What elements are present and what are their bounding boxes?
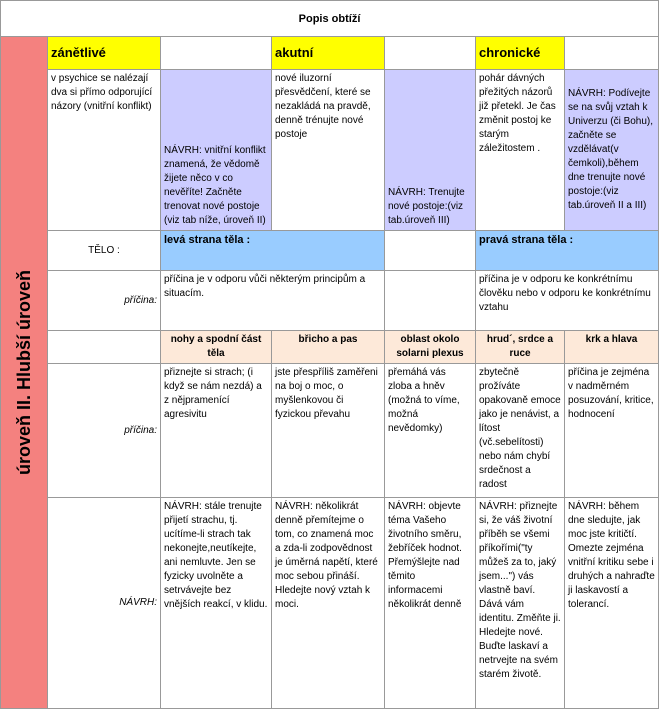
cause-cell: příčina je zejména v nadměrném posuzován… [563,363,659,498]
row-label: příčina: [47,270,161,331]
side-label-cell: úroveň II. Hlubší úroveň [0,36,48,709]
intro-cell: nové iluzorní přesvědčení, které se neza… [271,69,385,231]
header-cell: zánětlivé [47,36,161,70]
cause-cell: příčina je v odporu vůči některým princi… [160,270,385,331]
body-side: pravá strana těla : [474,230,659,271]
table-title: Popis obtíží [0,0,659,37]
row-label: TĚLO : [47,230,161,271]
empty-cell [384,270,476,331]
body-part: hrud´, srdce a ruce [475,330,565,364]
suggestion-cell: NÁVRH: přiznejte si, že váš životní příb… [475,497,565,709]
suggestion-cell: NÁVRH: stále trenujte přijetí strachu, t… [160,497,272,709]
empty-cell [384,36,476,70]
header-cell: akutní [271,36,385,70]
empty-cell [47,330,161,364]
side-label: úroveň II. Hlubší úroveň [14,269,34,476]
body-part: krk a hlava [563,330,659,364]
cause-cell: přiznejte si strach; (i když se nám nezd… [160,363,272,498]
intro-cell: pohár dávných přežitých názorů již přete… [475,69,565,231]
suggestion-cell: NÁVRH: několikrát denně přemítejme o tom… [271,497,385,709]
row-label: NÁVRH: [47,497,161,709]
empty-cell [160,36,272,70]
suggestion-cell: NÁVRH: během dne sledujte, jak moc jste … [563,497,659,709]
intro-cell: v psychice se nalézají dva si přímo odpo… [47,69,161,231]
cause-cell: přemáhá vás zloba a hněv (možná to víme,… [384,363,476,498]
body-side: levá strana těla : [160,230,385,271]
empty-cell [563,36,659,70]
body-part: břicho a pas [271,330,385,364]
intro-cell: NÁVRH: vnitřní konflikt znamená, že vědo… [160,69,272,231]
body-part: oblast okolo solarni plexus [384,330,476,364]
body-part: nohy a spodní část těla [160,330,272,364]
cause-cell: jste přespříliš zaměřeni na boj o moc, o… [271,363,385,498]
header-cell: chronické [475,36,565,70]
intro-cell: NÁVRH: Podívejte se na svůj vztah k Univ… [563,69,659,231]
cause-cell: příčina je v odporu ke konkrétnímu člově… [474,270,659,331]
suggestion-cell: NÁVRH: objevte téma Vašeho životního smě… [384,497,476,709]
intro-cell: NÁVRH: Trenujte nové postoje:(viz tab.úr… [384,69,476,231]
cause-cell: zbytečně prožíváte opakovaně emoce jako … [475,363,565,498]
row-label: příčina: [47,363,161,498]
empty-cell [384,230,476,271]
